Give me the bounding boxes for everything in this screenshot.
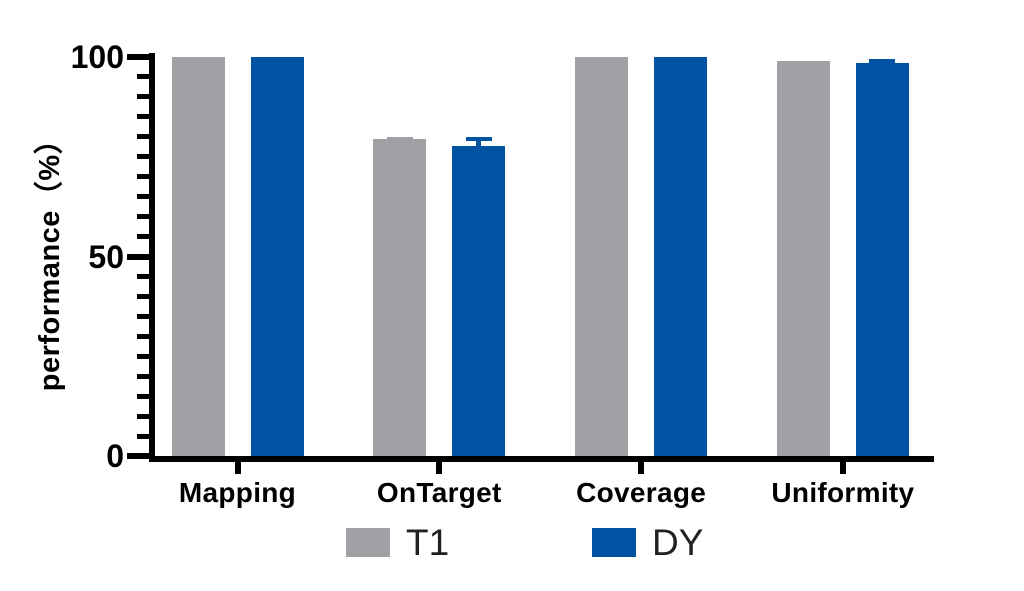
error-bar-cap: [465, 137, 492, 142]
bar-t1-coverage: [575, 57, 629, 456]
x-tick: [234, 462, 241, 474]
y-tick-label: 0: [106, 438, 124, 474]
y-minor-tick: [137, 114, 149, 120]
y-minor-tick: [137, 154, 149, 160]
bar-dy-coverage: [654, 57, 708, 456]
y-minor-tick: [137, 273, 149, 279]
y-minor-tick: [137, 313, 149, 319]
legend-label-t1: T1: [406, 522, 450, 563]
y-minor-tick: [137, 94, 149, 100]
y-minor-tick: [137, 333, 149, 339]
y-major-tick: [127, 453, 149, 459]
y-minor-tick: [137, 174, 149, 180]
error-bar-cap: [869, 59, 896, 64]
y-minor-tick: [137, 373, 149, 379]
y-minor-tick: [137, 194, 149, 200]
y-minor-tick: [137, 433, 149, 439]
legend-swatch-t1: [346, 528, 390, 557]
x-tick: [436, 462, 443, 474]
bar-t1-mapping: [171, 57, 225, 456]
y-axis-line: [149, 53, 155, 462]
y-minor-tick: [137, 134, 149, 140]
y-minor-tick: [137, 74, 149, 80]
x-category-label: OnTarget: [376, 477, 502, 508]
y-minor-tick: [137, 214, 149, 220]
bar-t1-uniformity: [776, 60, 830, 456]
error-bar-stem: [476, 137, 482, 150]
y-tick-label: 50: [88, 238, 124, 275]
bar-t1-ontarget: [373, 139, 427, 456]
y-major-tick: [127, 253, 149, 260]
x-axis-line: [149, 456, 934, 462]
x-tick: [839, 462, 846, 474]
x-category-label: Uniformity: [771, 477, 915, 508]
y-major-tick: [127, 54, 149, 60]
x-tick: [638, 462, 645, 474]
x-category-label: Mapping: [178, 477, 297, 508]
legend-label-dy: DY: [652, 522, 704, 563]
x-category-label: Coverage: [576, 477, 707, 508]
y-minor-tick: [137, 393, 149, 399]
y-tick-label: 100: [70, 39, 124, 75]
bar-dy-ontarget: [452, 145, 506, 456]
y-minor-tick: [137, 293, 149, 299]
legend-swatch-dy: [592, 528, 636, 557]
y-minor-tick: [137, 234, 149, 240]
error-bar-cap: [386, 137, 413, 142]
y-minor-tick: [137, 413, 149, 419]
bar-dy-mapping: [250, 57, 304, 456]
y-minor-tick: [137, 353, 149, 359]
bar-dy-uniformity: [855, 62, 909, 456]
